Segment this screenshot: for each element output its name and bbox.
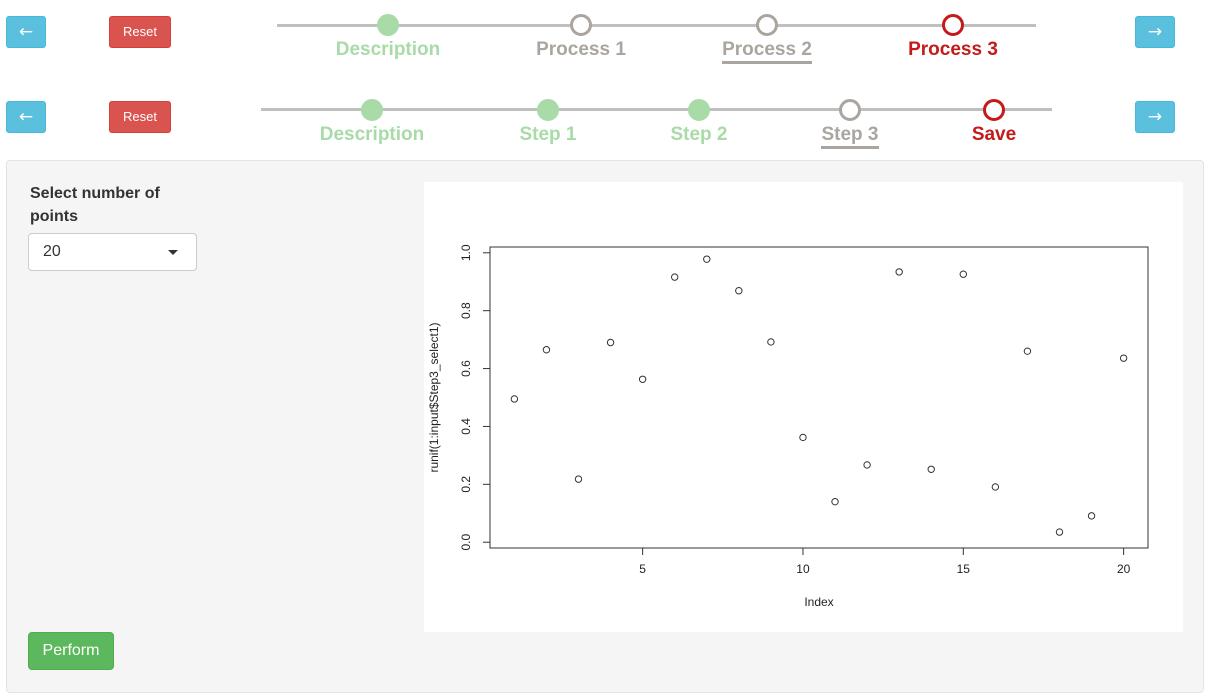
step-current-icon [942,14,964,36]
step-label: Process 1 [536,39,626,60]
wizard-top-reset-button[interactable]: Reset [109,16,171,48]
step-done-icon [537,99,559,121]
data-point [671,273,679,281]
arrow-right-icon: → [1147,107,1163,127]
step-label: Step 2 [670,124,728,145]
step-label: Process 3 [908,39,998,60]
data-point [606,338,615,347]
step-label: Description [335,39,441,60]
step-label: Description [319,124,425,145]
wizard-bottom-reset-button[interactable]: Reset [109,101,171,133]
step-label: Process 2 [722,39,812,64]
y-tick-label: 0.6 [459,360,473,377]
data-point [863,461,871,469]
main-panel: Select number of points 20 Perform 5 10 15… [6,160,1204,693]
points-select[interactable]: 20 [28,233,197,271]
wizard-bottom-track [261,108,1052,111]
y-tick-label: 0.4 [459,418,473,435]
step-done-icon [361,99,383,121]
perform-button[interactable]: Perform [28,632,114,670]
wizard-bottom: ← Reset Description Step 1 Step 2 Step 3… [0,85,1212,165]
wizard-bottom-back-button[interactable]: ← [6,101,46,133]
y-tick-label: 0.2 [459,476,473,493]
data-point [799,433,807,442]
data-point [510,395,519,403]
wizard-top-next-button[interactable]: → [1135,16,1175,48]
y-tick-label: 0.0 [459,534,473,551]
data-point [991,483,1000,491]
wizard-top-back-button[interactable]: ← [6,16,46,48]
x-tick-label: 10 [796,562,810,576]
data-point [831,497,839,506]
wizard-top-track [277,24,1036,27]
data-point [703,255,711,263]
scatter-plot: 5 10 15 20 Index 0.0 0.2 0.4 0.6 0.8 1.0 runif(1:in… [424,182,1183,632]
data-point [638,375,647,383]
data-point [767,338,775,346]
step-pending-icon [839,99,861,121]
plot-frame [489,246,1149,549]
data-point [1055,528,1064,536]
arrow-right-icon: → [1147,22,1163,42]
x-tick-label: 5 [639,562,646,576]
x-tick-label: 15 [957,562,971,576]
arrow-left-icon: ← [18,22,34,42]
step-done-icon [377,14,399,36]
data-point [959,270,967,278]
x-axis-label: Index [804,595,833,609]
step-label: Step 3 [821,124,879,149]
wizard-bottom-next-button[interactable]: → [1135,101,1175,133]
wizard-top: ← Reset Description Process 1 Process 2 … [0,0,1212,80]
y-axis-label: runif(1:input$Step3_select1) [427,322,441,472]
data-point [735,287,743,295]
caret-down-icon [168,250,178,255]
y-tick-label: 0.8 [459,302,473,319]
points-select-label: Select number of points [30,185,160,225]
points-select-value: 20 [43,243,61,260]
step-pending-icon [756,14,778,36]
step-pending-icon [570,14,592,36]
data-point [1087,512,1096,520]
data-point [542,346,551,354]
step-label: Step 1 [519,124,577,145]
data-point [927,465,935,473]
step-current-icon [983,99,1005,121]
scatter-plot-svg: 5 10 15 20 Index 0.0 0.2 0.4 0.6 0.8 1.0 runif(1:in… [427,244,1149,609]
x-tick-label: 20 [1117,562,1131,576]
data-point [1119,354,1128,362]
arrow-left-icon: ← [18,107,34,127]
step-done-icon [688,99,710,121]
data-point [1023,347,1032,355]
y-tick-label: 1.0 [459,244,473,261]
data-point [574,475,583,483]
step-label: Save [971,124,1017,145]
data-point [895,268,903,276]
